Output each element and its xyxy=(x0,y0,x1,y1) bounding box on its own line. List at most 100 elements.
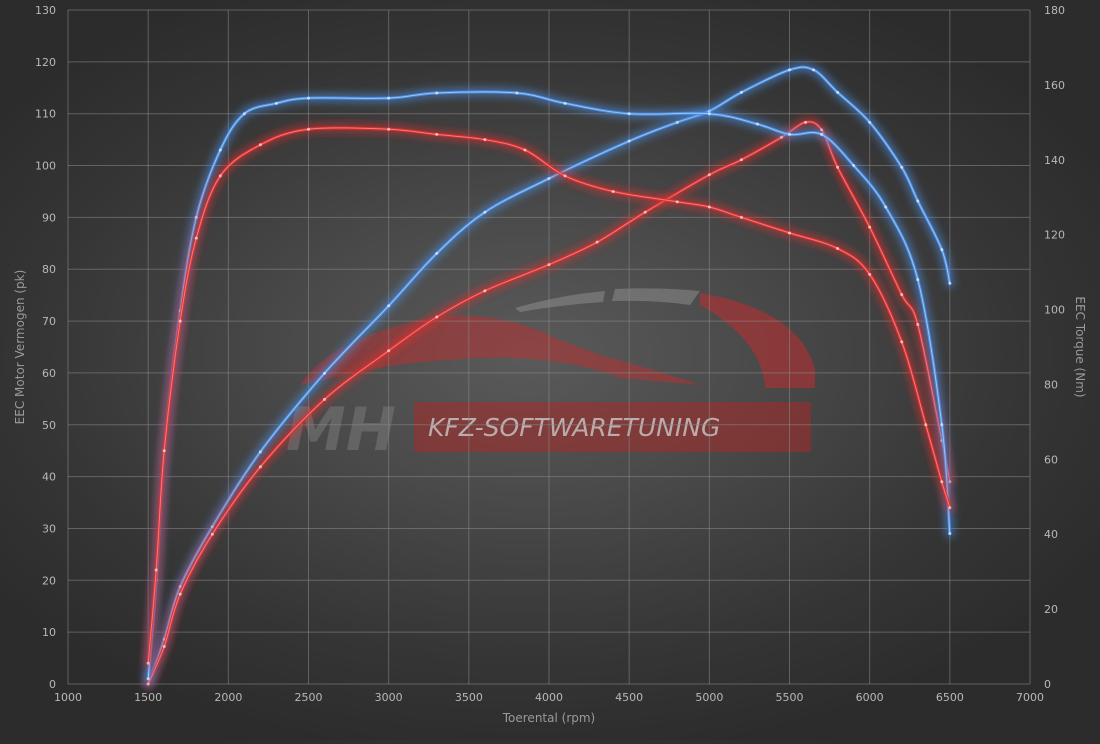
y-right-tick-label: 180 xyxy=(1044,4,1065,17)
y-left-tick-label: 40 xyxy=(42,471,56,484)
y-right-tick-label: 60 xyxy=(1044,453,1058,466)
y-right-tick-label: 20 xyxy=(1044,603,1058,616)
x-tick-label: 4000 xyxy=(535,691,563,704)
series-point xyxy=(387,304,391,308)
series-point xyxy=(900,165,904,169)
series-point xyxy=(836,90,840,94)
y-axis-right-title: EEC Torque (Nm) xyxy=(1073,296,1087,397)
series-group xyxy=(143,62,955,689)
series-line-0 xyxy=(143,62,955,689)
x-tick-label: 6500 xyxy=(936,691,964,704)
series-point xyxy=(547,263,551,267)
series-point xyxy=(307,96,310,100)
series-point xyxy=(852,164,856,168)
series-point xyxy=(435,315,439,319)
series-point xyxy=(194,215,198,219)
y-right-tick-label: 80 xyxy=(1044,378,1058,391)
series-point xyxy=(146,677,150,681)
series-point xyxy=(884,205,888,209)
series-point xyxy=(900,293,904,297)
x-tick-label: 4500 xyxy=(615,691,643,704)
series-point xyxy=(523,148,527,152)
y-left-tick-label: 100 xyxy=(35,160,56,173)
series-point xyxy=(162,645,166,649)
y-left-tick-label: 60 xyxy=(42,367,56,380)
series-point xyxy=(595,240,599,244)
series-point xyxy=(387,349,391,353)
series-point xyxy=(948,281,952,285)
y-left-tick-label: 10 xyxy=(42,626,56,639)
y-left-tick-label: 130 xyxy=(35,4,56,17)
series-point xyxy=(788,231,791,235)
y-right-tick-label: 40 xyxy=(1044,528,1058,541)
y-right-tick-label: 160 xyxy=(1044,79,1065,92)
series-point xyxy=(788,132,791,136)
y-left-tick-label: 120 xyxy=(35,56,56,69)
series-point xyxy=(483,138,487,142)
series-point xyxy=(387,127,391,131)
logo-banner xyxy=(414,402,811,452)
series-point xyxy=(820,132,824,136)
series-point xyxy=(515,91,519,95)
series-point xyxy=(483,210,487,214)
x-tick-label: 5000 xyxy=(695,691,723,704)
grid xyxy=(67,9,1031,685)
series-point xyxy=(627,139,631,143)
series-point xyxy=(483,289,487,293)
series-point xyxy=(146,682,150,686)
y-left-tick-label: 30 xyxy=(42,522,56,535)
series-point xyxy=(940,248,944,252)
x-tick-label: 3000 xyxy=(375,691,403,704)
series-point xyxy=(274,101,278,105)
series-point xyxy=(194,236,198,240)
y-left-tick-label: 50 xyxy=(42,419,56,432)
tick-labels: 1000 1500 2000 2500 3000 3500 4000 4500 5000 5500… xyxy=(35,4,1065,704)
logo-arc-right xyxy=(700,293,815,388)
series-point xyxy=(643,210,647,214)
series-point xyxy=(916,323,920,327)
series-point xyxy=(707,205,711,209)
series-point xyxy=(755,122,759,126)
series-point xyxy=(547,177,551,180)
series-point xyxy=(675,200,679,204)
x-tick-label: 2500 xyxy=(295,691,323,704)
y-left-tick-label: 70 xyxy=(42,315,56,328)
logo-watermark: MH KFZ-SOFTWARETUNING xyxy=(286,288,815,465)
y-left-tick-label: 20 xyxy=(42,574,56,587)
series-point xyxy=(707,173,711,177)
series-point xyxy=(916,199,920,203)
y-left-tick-label: 80 xyxy=(42,263,56,276)
series-point xyxy=(307,127,310,131)
series-point xyxy=(836,165,840,169)
y-left-tick-label: 0 xyxy=(49,678,56,691)
series-point xyxy=(258,465,262,469)
series-point xyxy=(387,96,391,100)
x-tick-label: 3500 xyxy=(455,691,483,704)
series-point xyxy=(323,371,327,375)
series-point xyxy=(739,215,743,219)
series-point xyxy=(804,120,808,124)
logo-car-silhouette xyxy=(300,315,700,385)
series-point xyxy=(323,397,327,401)
series-point xyxy=(258,450,262,454)
series-point xyxy=(218,174,222,178)
series-point xyxy=(836,246,840,250)
series-point xyxy=(178,592,182,596)
series-point xyxy=(146,661,150,665)
series-point xyxy=(788,68,791,72)
y-right-tick-label: 140 xyxy=(1044,154,1065,167)
series-point xyxy=(627,112,631,116)
y-left-tick-label: 110 xyxy=(35,108,56,121)
x-tick-label: 5500 xyxy=(776,691,804,704)
series-point xyxy=(210,532,214,536)
series-line-1 xyxy=(143,117,955,689)
series-point xyxy=(675,120,679,124)
series-point xyxy=(218,148,222,152)
series-point xyxy=(900,340,904,344)
series-point xyxy=(435,132,439,136)
logo-arc-mid xyxy=(612,288,700,305)
x-tick-label: 7000 xyxy=(1016,691,1044,704)
y-left-tick-label: 90 xyxy=(42,211,56,224)
